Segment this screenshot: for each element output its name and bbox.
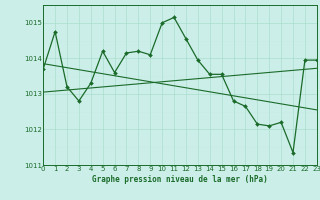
X-axis label: Graphe pression niveau de la mer (hPa): Graphe pression niveau de la mer (hPa) [92, 175, 268, 184]
